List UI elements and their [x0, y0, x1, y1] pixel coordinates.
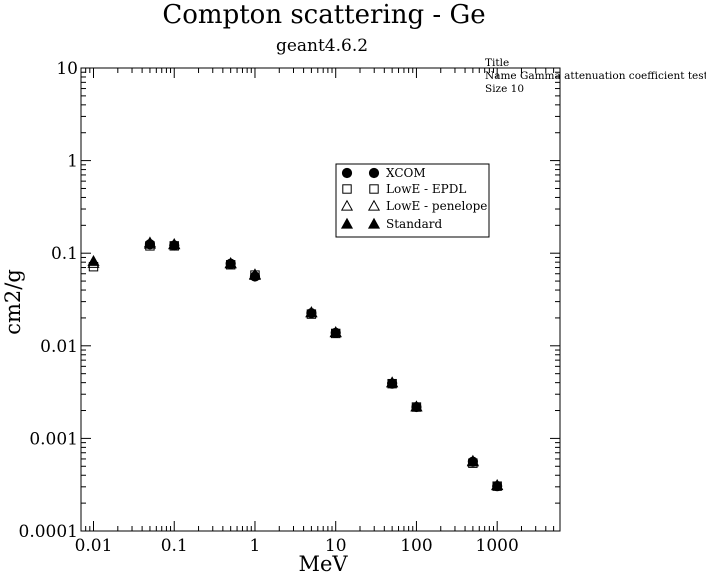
x-axis-label: MeV: [298, 552, 348, 574]
data-point: [224, 256, 237, 268]
data-point: [466, 454, 479, 466]
data-point: [329, 326, 342, 337]
legend-label-standard: Standard: [386, 217, 442, 231]
legend-marker: [340, 199, 354, 211]
y-tick-label: 10: [56, 59, 78, 79]
data-point: [168, 237, 181, 249]
y-axis-label: cm2/g: [1, 269, 25, 335]
x-tick-labels: 0.01 0.1 1 10 100 1000: [75, 536, 519, 556]
data-point: [305, 306, 318, 317]
y-tick-label: 1: [67, 152, 78, 172]
data-point: [248, 268, 262, 280]
legend-markers: [340, 167, 381, 229]
info-box-size: Size 10: [485, 83, 524, 95]
data-point: [87, 254, 100, 266]
data-point: [386, 376, 399, 388]
legend-marker: [342, 184, 352, 194]
x-tick-label: 0.1: [161, 536, 188, 556]
series-xcom: [144, 239, 503, 492]
y-tick-labels: 10 1 0.1 0.01 0.001 0.0001: [19, 59, 78, 542]
legend-marker: [368, 167, 380, 179]
legend-marker: [341, 167, 353, 179]
x-tick-label: 0.01: [75, 536, 113, 556]
legend-label-xcom: XCOM: [386, 166, 426, 180]
legend-label-lowe-epdl: LowE - EPDL: [386, 182, 466, 196]
x-tick-label: 100: [400, 536, 432, 556]
legend-marker: [369, 184, 379, 194]
series-lowe-epdl: [88, 241, 502, 491]
y-tick-label: 0.1: [51, 244, 78, 264]
chart-subtitle: geant4.6.2: [276, 36, 368, 56]
major-ticks: [81, 67, 560, 532]
x-tick-label: 10: [325, 536, 347, 556]
info-box: Title Name Gamma attenuation coefficient…: [485, 57, 706, 95]
x-tick-label: 1: [250, 536, 261, 556]
chart-title: Compton scattering - Ge: [162, 0, 485, 30]
y-tick-label: 0.0001: [19, 522, 78, 542]
info-box-title: Title: [485, 57, 509, 69]
legend: XCOM LowE - EPDL LowE - penelope Standar…: [335, 163, 490, 238]
info-box-name: Name Gamma attenuation coefficient test: [485, 70, 706, 82]
y-tick-label: 0.01: [40, 337, 78, 357]
x-tick-label: 1000: [476, 536, 519, 556]
series-lowe-penelope: [87, 237, 504, 491]
data-point: [410, 400, 423, 412]
data-point: [143, 236, 156, 248]
legend-marker: [340, 217, 354, 229]
legend-marker: [367, 217, 381, 229]
y-tick-label: 0.001: [29, 429, 78, 449]
series-standard: [87, 236, 504, 490]
minor-ticks: [80, 68, 561, 531]
data-point: [491, 479, 504, 490]
legend-label-lowe-penelope: LowE - penelope: [386, 199, 487, 213]
plot-frame: [80, 67, 561, 532]
legend-box: [335, 163, 490, 238]
series-layer: [87, 236, 504, 492]
legend-marker: [367, 199, 381, 211]
